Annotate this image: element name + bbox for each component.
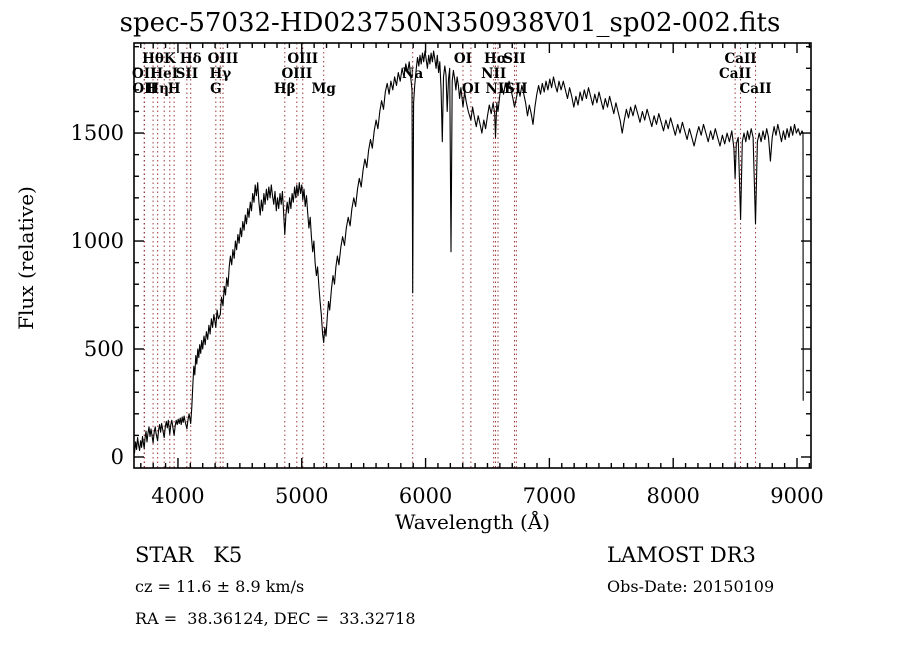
x-tick-label: 6000 (399, 484, 452, 508)
spectral-line-label: OIII (281, 66, 312, 82)
y-tick-label: 1500 (71, 121, 124, 145)
spectral-line-label: G (210, 81, 222, 97)
spectral-line-label: OII (132, 81, 156, 97)
cz-velocity-text: cz = 11.6 ± 8.9 km/s (135, 577, 305, 596)
x-tick-label: 4000 (151, 484, 204, 508)
spectral-line-label: Mg (311, 81, 336, 97)
object-class-text: STAR K5 (135, 543, 243, 567)
spectral-line-label: SII (176, 66, 198, 82)
x-tick-label: 9000 (770, 484, 823, 508)
x-tick-label: 5000 (275, 484, 328, 508)
x-tick-label: 7000 (523, 484, 576, 508)
spectral-line-label: Na (402, 66, 423, 82)
spectral-line-label: OIII (287, 51, 318, 67)
spectral-line-label: OII (132, 66, 156, 82)
y-axis-label: Flux (relative) (14, 186, 38, 330)
spectral-line-label: Hβ (274, 81, 296, 97)
spectral-line-label: Hθ (142, 51, 164, 67)
spectral-line-label: SII (505, 81, 527, 97)
spectral-line-label: OI (462, 81, 480, 97)
y-tick-label: 500 (84, 337, 124, 361)
y-tick-label: 0 (111, 445, 124, 469)
x-axis-label: Wavelength (Å) (394, 510, 551, 534)
spectrum-line (134, 50, 804, 454)
spectral-line-label: Hη (146, 81, 169, 97)
ra-dec-text: RA = 38.36124, DEC = 33.32718 (135, 609, 416, 628)
spectral-line-label: H (168, 81, 181, 97)
x-tick-label: 8000 (646, 484, 699, 508)
survey-release-text: LAMOST DR3 (607, 543, 756, 567)
spectral-line-label: CaII (719, 66, 751, 82)
obs-date-text: Obs-Date: 20150109 (607, 577, 775, 596)
spectral-line-label: K (164, 51, 177, 67)
plot-frame (133, 42, 812, 469)
spectral-line-label: HeI (150, 66, 178, 82)
spectral-line-label: OI (454, 51, 472, 67)
spectral-line-label: NII (481, 66, 506, 82)
spectral-line-label: CaII (739, 81, 771, 97)
spectral-line-label: CaII (724, 51, 756, 67)
spectral-line-label: NII (486, 81, 511, 97)
spectral-line-label: Hγ (209, 66, 231, 82)
spectral-line-label: OIII (208, 51, 239, 67)
plot-title: spec-57032-HD023750N350938V01_sp02-002.f… (119, 8, 781, 38)
y-tick-label: 1000 (71, 229, 124, 253)
spectral-line-label: Hα (484, 51, 508, 67)
spectral-line-label: SII (503, 51, 525, 67)
spectral-line-label: Hδ (180, 51, 202, 67)
